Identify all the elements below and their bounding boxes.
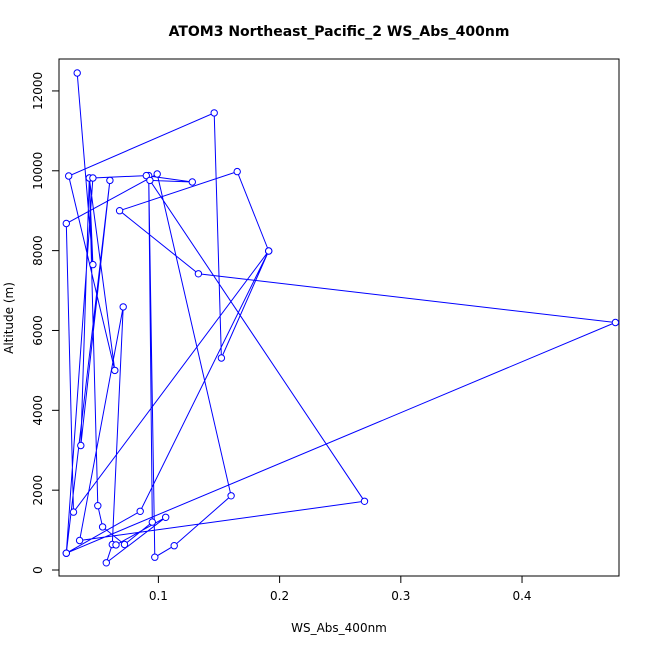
y-axis: 0 2000 4000 6000 8000 10000 12000: [31, 72, 60, 574]
series-line: [65, 72, 618, 565]
chart-title: ATOM3 Northeast_Pacific_2 WS_Abs_400nm: [169, 24, 510, 40]
data-point: [360, 497, 369, 505]
data-point: [210, 109, 218, 117]
y-tick-label: 8000: [31, 235, 45, 266]
y-tick-label: 6000: [31, 315, 45, 346]
data-point: [62, 219, 71, 228]
data-point: [62, 549, 71, 557]
data-point: [217, 354, 226, 362]
x-axis: 0.1 0.2 0.3 0.4: [149, 575, 532, 603]
y-tick-label: 0: [31, 566, 45, 574]
y-axis-label: Altitude (m): [2, 282, 16, 354]
data-point: [153, 170, 161, 178]
data-point: [89, 260, 97, 269]
data-point: [194, 270, 203, 278]
data-point: [75, 536, 84, 545]
data-point: [106, 176, 114, 185]
x-tick-label: 0.1: [149, 589, 168, 603]
data-point: [115, 207, 124, 215]
data-point: [65, 172, 73, 180]
series-group: [62, 69, 620, 567]
data-point: [227, 492, 235, 500]
x-tick-label: 0.3: [391, 589, 410, 603]
x-tick-label: 0.4: [512, 589, 531, 603]
data-point: [120, 540, 129, 549]
data-point: [89, 174, 97, 182]
data-point: [77, 441, 85, 450]
y-tick-label: 2000: [31, 475, 45, 506]
data-point: [265, 247, 273, 255]
data-point: [94, 502, 102, 510]
y-tick-label: 12000: [31, 72, 45, 110]
data-point: [102, 559, 111, 567]
data-point: [148, 518, 157, 526]
data-point: [162, 513, 170, 521]
data-point: [233, 167, 241, 176]
x-tick-label: 0.2: [270, 589, 289, 603]
plot-frame: [58, 58, 620, 577]
data-point: [119, 303, 127, 311]
data-point: [611, 318, 620, 327]
y-tick-label: 4000: [31, 395, 45, 426]
data-point: [136, 507, 144, 515]
data-point: [98, 523, 107, 531]
data-point: [73, 69, 81, 77]
data-point: [112, 541, 120, 549]
data-point: [188, 178, 197, 186]
data-point: [142, 171, 151, 180]
data-point: [151, 553, 159, 561]
data-point: [69, 508, 78, 516]
data-point: [146, 176, 154, 185]
y-tick-label: 10000: [31, 152, 45, 190]
data-point: [111, 366, 119, 375]
x-axis-label: WS_Abs_400nm: [291, 621, 387, 635]
data-point: [170, 542, 178, 550]
